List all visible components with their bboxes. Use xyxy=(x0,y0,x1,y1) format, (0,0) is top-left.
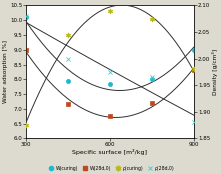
Point xyxy=(150,101,154,104)
Point xyxy=(150,78,154,81)
Point xyxy=(66,57,70,60)
Point xyxy=(108,9,112,12)
X-axis label: Specific surface [m²/kg]: Specific surface [m²/kg] xyxy=(72,149,147,155)
Y-axis label: Density [g/cm³]: Density [g/cm³] xyxy=(211,49,217,95)
Point xyxy=(192,121,196,124)
Point xyxy=(25,124,28,126)
Point xyxy=(192,48,196,51)
Point xyxy=(192,69,196,72)
Point xyxy=(66,103,70,106)
Point xyxy=(192,68,196,71)
Point xyxy=(108,115,112,118)
Point xyxy=(66,33,70,36)
Point xyxy=(66,79,70,82)
Point xyxy=(25,48,28,51)
Y-axis label: Water adsorption [%]: Water adsorption [%] xyxy=(4,40,8,103)
Point xyxy=(25,16,28,19)
Point xyxy=(150,17,154,20)
Point xyxy=(150,76,154,79)
Point xyxy=(108,82,112,85)
Legend: W(curing), W(28d,0), ρ(curing), ρ(28d,0): W(curing), W(28d,0), ρ(curing), ρ(28d,0) xyxy=(46,166,175,171)
Point xyxy=(25,15,28,18)
Point xyxy=(108,70,112,73)
